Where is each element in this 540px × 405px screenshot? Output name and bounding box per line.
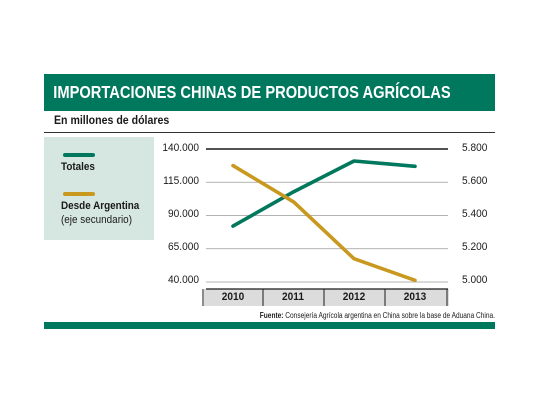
series-line-totales xyxy=(231,159,417,228)
legend: Totales Desde Argentina (eje secundario) xyxy=(44,137,154,240)
source-prefix: Fuente: xyxy=(259,311,284,320)
subtitle-divider xyxy=(44,132,495,133)
x-tick-label: 2011 xyxy=(282,291,304,303)
y-right-tick: 5.000 xyxy=(462,274,488,286)
legend-label-totales: Totales xyxy=(61,161,95,173)
x-tick-label: 2013 xyxy=(403,291,427,303)
y-left-tick: 115.000 xyxy=(163,175,199,187)
y-left-tick: 90.000 xyxy=(168,208,199,220)
x-tick-label: 2012 xyxy=(342,291,366,303)
y-right-tick: 5.400 xyxy=(462,208,488,220)
chart-subtitle: En millones de dólares xyxy=(54,115,170,127)
legend-swatch-argentina xyxy=(63,192,95,196)
legend-label-argentina: Desde Argentina xyxy=(61,200,140,212)
title-bar: IMPORTACIONES CHINAS DE PRODUCTOS AGRÍCO… xyxy=(44,74,495,111)
bottom-bar xyxy=(44,322,495,329)
y-right-tick: 5.600 xyxy=(462,175,488,187)
y-right-tick: 5.800 xyxy=(462,142,488,154)
y-left-tick: 140.000 xyxy=(162,142,199,154)
x-axis-band xyxy=(204,289,449,306)
x-tick-label: 2010 xyxy=(221,291,245,303)
y-left-tick: 40.000 xyxy=(168,274,199,286)
source-text: Consejería Agrícola argentina en China s… xyxy=(285,311,495,320)
y-left-tick: 65.000 xyxy=(168,241,199,253)
series-line-argentina xyxy=(231,163,417,283)
legend-swatch-totales xyxy=(63,153,95,157)
legend-note-argentina: (eje secundario) xyxy=(61,214,132,226)
chart-title: IMPORTACIONES CHINAS DE PRODUCTOS AGRÍCO… xyxy=(53,82,451,102)
source-note: Fuente: Consejería Agrícola argentina en… xyxy=(240,311,495,320)
y-right-tick: 5.200 xyxy=(462,241,488,253)
